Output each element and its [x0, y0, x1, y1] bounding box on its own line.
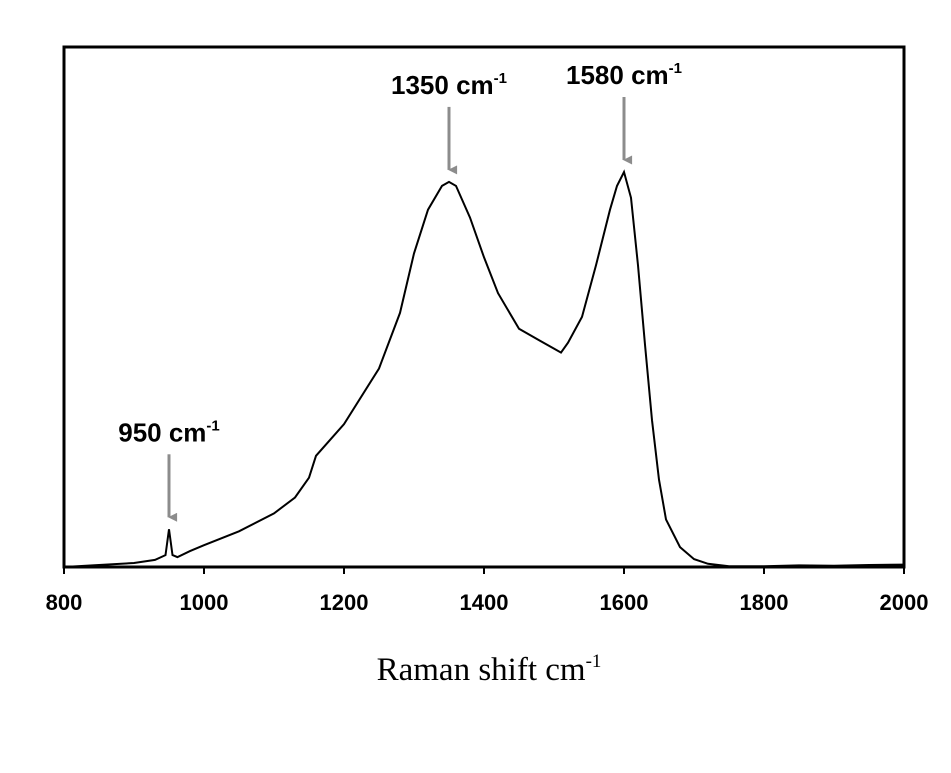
x-tick-label-1000: 1000 — [180, 590, 229, 615]
x-tick-label-1800: 1800 — [740, 590, 789, 615]
x-tick-label-1200: 1200 — [320, 590, 369, 615]
x-tick-label-1600: 1600 — [600, 590, 649, 615]
annotation-label-1: 1350 cm-1 — [391, 70, 507, 100]
x-axis-ticks — [63, 567, 905, 574]
annotation-label-2: 1580 cm-1 — [566, 60, 682, 90]
annotation-text-0: 950 cm — [118, 417, 206, 447]
x-tick-label-800: 800 — [46, 590, 83, 615]
annotation-sup-2: -1 — [669, 60, 682, 77]
annotation-sup-1: -1 — [494, 70, 507, 87]
x-axis-label-sup: -1 — [586, 651, 602, 672]
annotation-label-0: 950 cm-1 — [118, 417, 220, 447]
x-axis-label-text: Raman shift cm — [377, 652, 586, 688]
annotation-text-1: 1350 cm — [391, 70, 494, 100]
x-tick-label-2000: 2000 — [880, 590, 929, 615]
spectrum-line — [63, 169, 905, 568]
plot-frame — [62, 45, 906, 569]
annotation-sup-0: -1 — [206, 417, 219, 434]
x-axis-label: Raman shift cm-1 — [377, 651, 602, 688]
annotation-text-2: 1580 cm — [566, 60, 669, 90]
x-axis-tick-labels: 800 1000 1200 1400 1600 1800 2000 — [46, 590, 929, 615]
x-tick-label-1400: 1400 — [460, 590, 509, 615]
